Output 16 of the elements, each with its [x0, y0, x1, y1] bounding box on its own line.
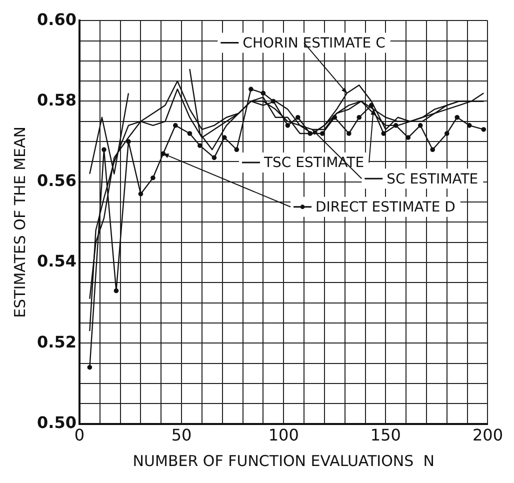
legend-label: CHORIN ESTIMATE C	[242, 35, 386, 52]
y-tick-label: 0.60	[36, 10, 76, 29]
x-tick-label: 200	[472, 426, 504, 445]
legend-label: SC ESTIMATE	[386, 171, 478, 188]
x-tick-label: 150	[370, 426, 401, 445]
y-axis-title: ESTIMATES OF THE MEAN	[10, 126, 29, 318]
x-tick-label: 0	[74, 426, 85, 445]
legend-label: DIRECT ESTIMATE D	[316, 200, 456, 216]
x-tick-label: 100	[268, 426, 299, 445]
y-tick-label: 0.52	[36, 332, 76, 352]
y-tick-label: 0.54	[36, 252, 76, 271]
y-tick-label: 0.56	[36, 171, 76, 190]
y-tick-label: 0.50	[36, 412, 76, 432]
y-tick-label: 0.58	[36, 90, 76, 110]
x-axis-title: NUMBER OF FUNCTION EVALUATIONS N	[132, 452, 434, 470]
x-tick-label: 50	[171, 426, 192, 445]
